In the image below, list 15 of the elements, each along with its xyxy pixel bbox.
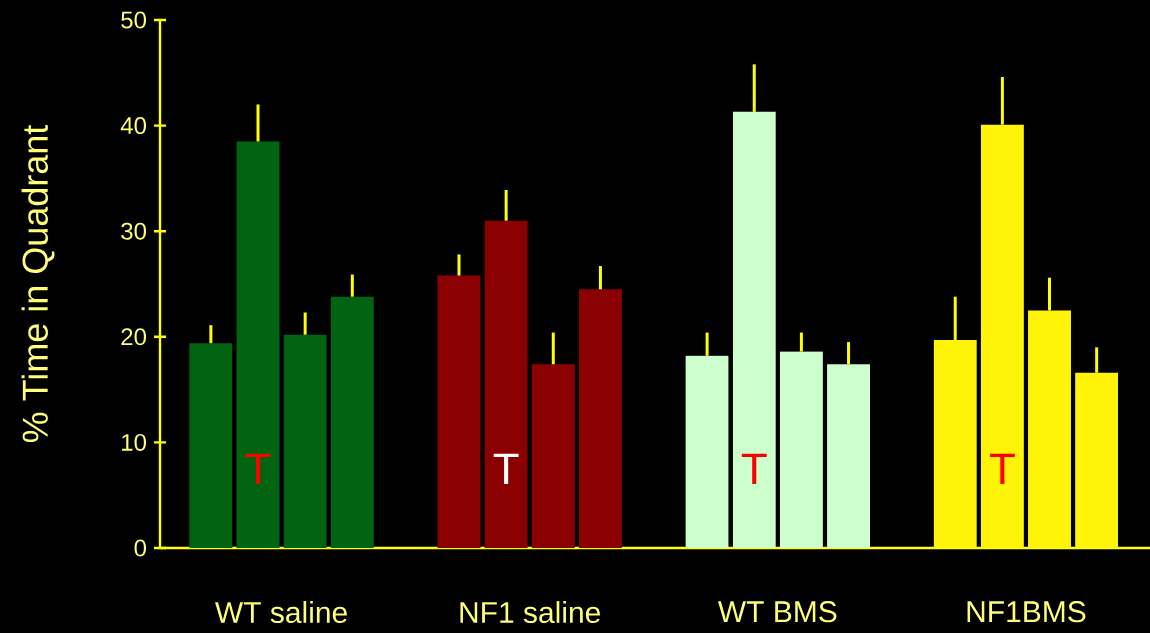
annotation: T — [741, 453, 767, 484]
y-tick-label: 10 — [122, 433, 147, 451]
y-tick-label: 20 — [121, 328, 147, 346]
y-tick-label: 0 — [134, 539, 147, 557]
annotation: T — [989, 453, 1015, 484]
y-tick-label: 50 — [121, 11, 147, 29]
x-tick-label: WT BMS — [717, 601, 837, 623]
y-tick-label: 40 — [120, 117, 147, 135]
y-tick-label: 30 — [121, 222, 147, 240]
x-tick-label: NF1BMS — [967, 601, 1086, 623]
x-tick-label: NF1 saline — [460, 601, 601, 624]
x-tick-label: WT saline — [215, 601, 347, 624]
y-axis-title: % Time in Quadrant — [21, 124, 55, 443]
annotation: T — [493, 453, 519, 484]
annotation: T — [245, 453, 271, 484]
